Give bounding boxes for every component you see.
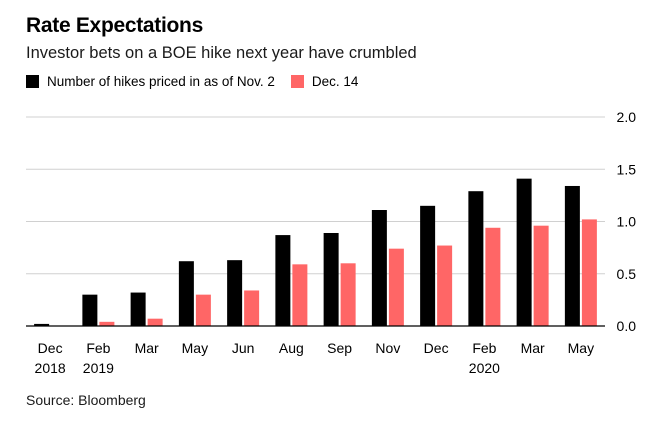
source-note: Source: Bloomberg: [26, 392, 146, 408]
bar-series-2: [533, 225, 549, 326]
x-tick-label: Nov: [375, 340, 400, 356]
bar-series-1: [323, 232, 339, 326]
x-tick-label: Jun: [232, 340, 255, 356]
legend-item-series-2: Dec. 14: [290, 74, 359, 89]
bar-series-1: [130, 292, 146, 326]
bar-series-2: [195, 294, 211, 326]
chart-legend: Number of hikes priced in as of Nov. 2 D…: [26, 74, 374, 89]
legend-label-series-1: Number of hikes priced in as of Nov. 2: [47, 74, 275, 89]
bar-series-1: [371, 210, 387, 326]
legend-swatch-series-2: [290, 75, 304, 88]
bar-series-1: [420, 205, 436, 326]
x-tick-label: Sep: [327, 340, 352, 356]
x-tick-year-label: 2020: [469, 360, 500, 376]
bar-series-2: [340, 263, 356, 326]
bar-series-1: [516, 178, 532, 326]
x-tick-year-label: 2019: [83, 360, 114, 376]
legend-item-series-1: Number of hikes priced in as of Nov. 2: [26, 74, 275, 89]
bar-series-2: [485, 227, 501, 326]
bar-series-2: [244, 290, 260, 326]
x-tick-label: Mar: [135, 340, 159, 356]
bar-series-2: [581, 219, 597, 326]
legend-swatch-series-1: [26, 75, 39, 88]
bar-series-1: [34, 323, 50, 326]
y-tick-label: 2.0: [617, 109, 637, 125]
bar-series-2: [147, 318, 163, 326]
bar-series-2: [99, 321, 115, 326]
x-tick-year-label: 2018: [35, 360, 66, 376]
bar-series-1: [564, 185, 580, 326]
bar-series-2: [388, 248, 404, 326]
x-tick-label: Feb: [472, 340, 496, 356]
y-tick-label: 0.0: [617, 318, 637, 334]
x-tick-label: Dec: [38, 340, 63, 356]
bar-series-2: [437, 245, 453, 326]
x-tick-label: Mar: [521, 340, 545, 356]
y-tick-label: 1.0: [617, 214, 637, 230]
y-tick-label: 0.5: [617, 266, 637, 282]
y-tick-label: 1.5: [617, 161, 637, 177]
bar-series-1: [275, 235, 291, 326]
chart-subtitle: Investor bets on a BOE hike next year ha…: [26, 44, 417, 62]
chart-title: Rate Expectations: [26, 14, 203, 37]
bar-series-2: [292, 264, 308, 326]
x-tick-label: May: [182, 340, 208, 356]
bar-series-1: [227, 260, 243, 326]
bar-series-1: [82, 294, 98, 326]
legend-label-series-2: Dec. 14: [311, 74, 359, 89]
bar-series-1: [468, 191, 484, 326]
x-tick-label: May: [568, 340, 594, 356]
x-tick-label: Aug: [279, 340, 304, 356]
bar-series-1: [178, 261, 194, 326]
x-tick-label: Dec: [424, 340, 449, 356]
x-tick-label: Feb: [86, 340, 110, 356]
